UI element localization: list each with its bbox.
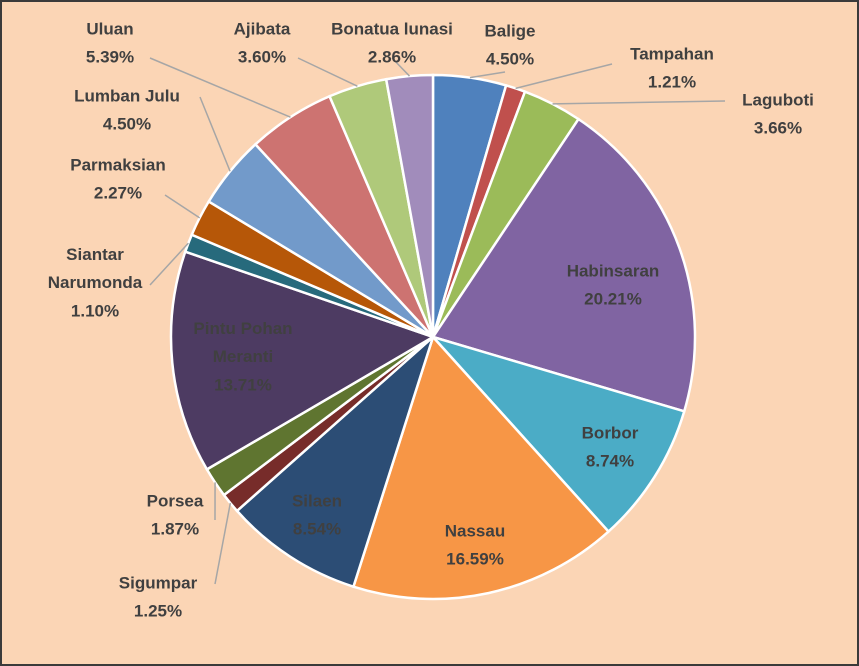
category-label: Porsea [147, 491, 204, 510]
value-label: 3.60% [238, 47, 286, 66]
leader-line [469, 71, 506, 79]
value-label: 8.54% [293, 519, 341, 538]
category-label-line: Siantar [66, 245, 124, 264]
value-label: 20.21% [584, 289, 642, 308]
category-label: Borbor [582, 423, 639, 442]
value-label: 1.87% [151, 519, 199, 538]
value-label: 13.71% [214, 375, 272, 394]
category-label-line: Meranti [213, 347, 273, 366]
slice [431, 117, 697, 413]
category-label: Balige [484, 21, 535, 40]
value-label: 5.39% [86, 47, 134, 66]
category-label: Lumban Julu [74, 86, 180, 105]
leader-line [149, 242, 189, 286]
category-label: Parmaksian [70, 155, 165, 174]
value-label: 16.59% [446, 549, 504, 568]
value-label: 4.50% [103, 114, 151, 133]
value-label: 2.27% [94, 183, 142, 202]
category-label: Silaen [292, 491, 342, 510]
category-label: Siantar Narumonda [48, 245, 143, 292]
value-label: 1.10% [71, 301, 119, 320]
category-label: Pintu Pohan Meranti [193, 319, 292, 366]
leader-line [164, 194, 201, 219]
value-label: 4.50% [486, 49, 534, 68]
category-label-line: Pintu Pohan [193, 319, 292, 338]
slice [351, 334, 611, 601]
category-label: Sigumpar [119, 573, 198, 592]
leader-line [149, 57, 291, 118]
value-label: 1.21% [648, 72, 696, 91]
category-label: Laguboti [742, 90, 814, 109]
leader-line [552, 100, 726, 105]
category-label: Tampahan [630, 44, 714, 63]
slice [169, 250, 436, 472]
value-label: 2.86% [368, 47, 416, 66]
category-label: Nassau [445, 521, 505, 540]
leader-line [297, 57, 358, 87]
value-label: 3.66% [754, 118, 802, 137]
leader-line [391, 57, 411, 77]
slice [384, 73, 435, 338]
category-label: Habinsaran [567, 261, 660, 280]
category-label: Ajibata [234, 19, 291, 38]
category-label-line: Narumonda [48, 273, 143, 292]
leader-line [199, 96, 231, 172]
value-label: 1.25% [134, 601, 182, 620]
slice [429, 334, 686, 534]
category-label: Bonatua lunasi [331, 19, 453, 38]
value-label: 8.74% [586, 451, 634, 470]
leader-line [515, 63, 613, 90]
category-label: Uluan [86, 19, 133, 38]
slice [235, 333, 436, 589]
leader-line [214, 502, 232, 585]
